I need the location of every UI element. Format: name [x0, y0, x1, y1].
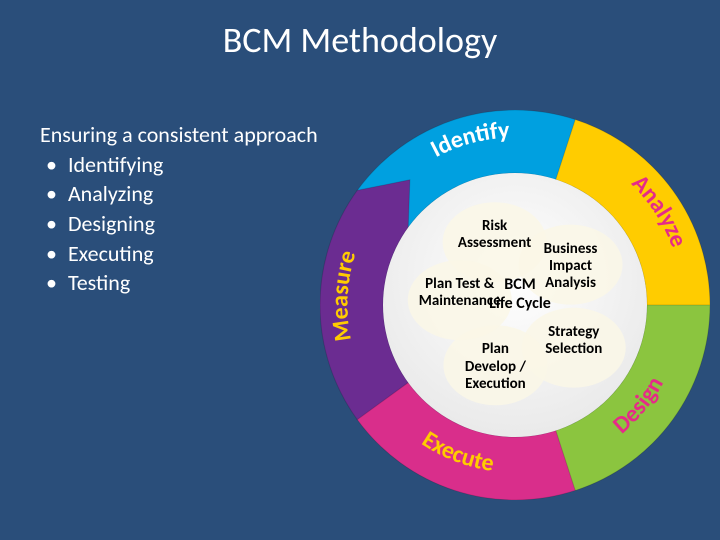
inner-label-plan-develop: PlanDevelop /Execution [440, 341, 550, 393]
intro-block: Ensuring a consistent approach Identifyi… [40, 120, 318, 298]
intro-item: Identifying [46, 150, 318, 180]
inner-label-plan-test: Plan Test &Maintenance [405, 276, 515, 311]
page-title: BCM Methodology [0, 0, 720, 62]
intro-heading: Ensuring a consistent approach [40, 120, 318, 150]
inner-label-business-impact: BusinessImpactAnalysis [516, 241, 626, 293]
intro-list: Identifying Analyzing Designing Executin… [40, 150, 318, 298]
cycle-diagram: IdentifyAnalyzeDesignExecuteMeasure BCML… [320, 110, 710, 500]
intro-item: Testing [46, 268, 318, 298]
intro-item: Designing [46, 209, 318, 239]
intro-item: Analyzing [46, 179, 318, 209]
intro-item: Executing [46, 239, 318, 269]
